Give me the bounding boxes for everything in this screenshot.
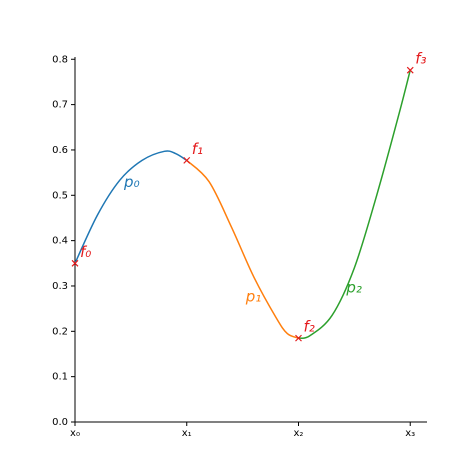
y-tick-label: 0.2 xyxy=(52,326,68,337)
line xyxy=(186,159,299,339)
point-label: f₀ xyxy=(80,243,91,261)
y-tick-label: 0.1 xyxy=(52,372,68,383)
y-tick-label: 0.6 xyxy=(52,145,68,156)
curve-label: p₂ xyxy=(345,278,362,296)
y-tick-label: 0.4 xyxy=(52,236,68,247)
point xyxy=(406,66,414,74)
curve-label: p₀ xyxy=(123,173,140,191)
point xyxy=(71,259,79,267)
x-tick-label: x₀ xyxy=(70,428,80,439)
point-label: f₂ xyxy=(303,318,314,336)
point xyxy=(183,156,191,164)
y-tick-label: 0.3 xyxy=(52,281,68,292)
point-label: f₃ xyxy=(415,50,426,68)
y-tick-label: 0.5 xyxy=(52,190,68,201)
point xyxy=(295,334,302,342)
line xyxy=(74,150,188,264)
y-tick-label: 0.0 xyxy=(52,417,68,428)
curve-label: p₁ xyxy=(245,287,262,305)
x-tick-label: x₂ xyxy=(294,428,304,439)
y-tick-label: 0.7 xyxy=(52,100,68,111)
x-tick-label: x₃ xyxy=(405,428,415,439)
x-tick-label: x₁ xyxy=(182,428,192,439)
line xyxy=(298,69,411,340)
point-label: f₁ xyxy=(192,140,203,158)
y-tick-label: 0.8 xyxy=(52,54,68,65)
